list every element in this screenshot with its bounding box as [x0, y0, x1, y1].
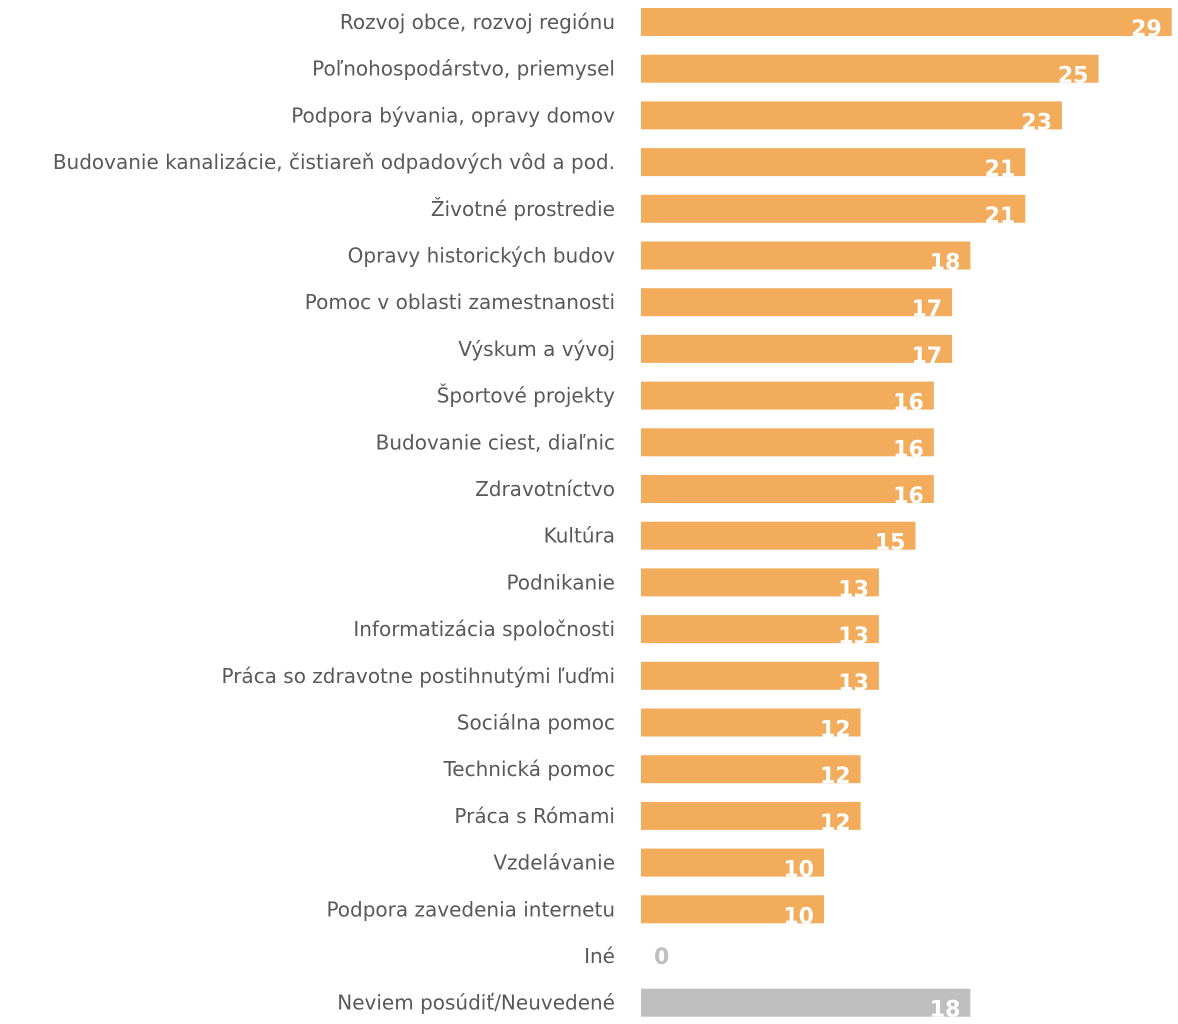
- value-label: 16: [893, 391, 924, 416]
- category-label: Budovanie ciest, diaľnic: [376, 430, 615, 454]
- value-label: 12: [820, 718, 851, 743]
- category-label: Sociálna pomoc: [457, 711, 615, 735]
- category-label: Iné: [584, 944, 615, 968]
- value-label: 12: [820, 811, 851, 836]
- bar: [641, 895, 824, 924]
- bar: [641, 148, 1026, 177]
- bar: [641, 8, 1172, 36]
- bar: [641, 848, 824, 877]
- value-label: 12: [820, 764, 851, 789]
- category-label: Podpora bývania, opravy domov: [291, 103, 615, 127]
- category-label: Práca s Rómami: [454, 804, 615, 828]
- bar: [641, 54, 1099, 83]
- category-label: Budovanie kanalizácie, čistiareň odpadov…: [53, 150, 615, 174]
- value-label: 21: [985, 204, 1016, 229]
- category-label: Vzdelávanie: [493, 851, 615, 875]
- category-label: Pomoc v oblasti zamestnanosti: [305, 290, 615, 314]
- bar: [641, 475, 934, 503]
- bar: [641, 288, 953, 317]
- category-label: Opravy historických budov: [348, 244, 615, 268]
- bar: [641, 194, 1026, 223]
- category-label: Technická pomoc: [442, 757, 615, 781]
- value-label: 13: [838, 577, 869, 602]
- value-label: 18: [930, 251, 961, 276]
- value-label: 17: [911, 344, 942, 369]
- value-label: 15: [875, 531, 906, 556]
- bar: [641, 708, 861, 737]
- bar: [641, 755, 861, 784]
- category-label: Športové projekty: [437, 384, 615, 408]
- category-label: Podnikanie: [506, 570, 615, 594]
- category-label: Zdravotníctvo: [475, 477, 615, 501]
- category-label: Rozvoj obce, rozvoj regiónu: [340, 10, 615, 34]
- value-label: 25: [1058, 64, 1089, 89]
- category-label: Neviem posúdiť/Neuvedené: [337, 991, 615, 1015]
- value-label: 0: [654, 945, 669, 970]
- bar: [641, 428, 934, 457]
- bar: [641, 661, 879, 690]
- value-label: 13: [838, 624, 869, 649]
- value-label: 16: [893, 484, 924, 509]
- value-label: 29: [1131, 17, 1162, 42]
- value-label: 23: [1021, 110, 1052, 135]
- category-label: Práca so zdravotne postihnutými ľuďmi: [222, 664, 616, 688]
- value-label: 18: [930, 998, 961, 1023]
- category-label: Kultúra: [544, 524, 615, 548]
- bar: [641, 988, 971, 1017]
- category-label: Poľnohospodárstvo, priemysel: [312, 57, 615, 81]
- category-label: Výskum a vývoj: [458, 337, 615, 361]
- bar: [641, 615, 879, 644]
- value-label: 16: [893, 437, 924, 462]
- bar: [641, 241, 971, 270]
- bar: [641, 801, 861, 830]
- value-label: 10: [783, 904, 814, 929]
- category-label: Životné prostredie: [431, 197, 615, 221]
- bar: [641, 381, 934, 410]
- value-label: 17: [911, 297, 942, 322]
- bar: [641, 521, 916, 550]
- value-label: 21: [985, 157, 1016, 182]
- category-label: Informatizácia spoločnosti: [353, 617, 615, 641]
- bar: [641, 334, 953, 363]
- category-label: Podpora zavedenia internetu: [326, 897, 615, 921]
- bar: [641, 568, 879, 597]
- value-label: 13: [838, 671, 869, 696]
- bar: [641, 101, 1062, 130]
- value-label: 10: [783, 858, 814, 883]
